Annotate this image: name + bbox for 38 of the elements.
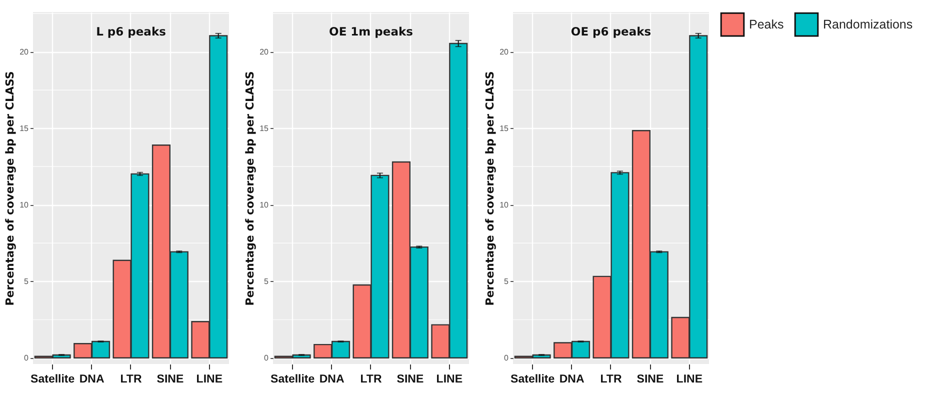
y-tick-label: 10 xyxy=(500,200,510,210)
text: OE 1m peaks xyxy=(329,24,414,38)
x-tick-label: Satellite xyxy=(510,374,555,386)
x-tick-label: DNA xyxy=(319,374,344,386)
x-tick-label: SINE xyxy=(396,374,424,386)
x-tick-label: LINE xyxy=(196,374,223,386)
x-tick-label: Satellite xyxy=(270,374,315,386)
x-tick-label: LTR xyxy=(120,374,142,386)
y-tick-label: 10 xyxy=(20,200,30,210)
y-tick-label: 20 xyxy=(20,47,30,56)
x-tick-label: SINE xyxy=(636,374,664,386)
y-axis-title: Percentage of coverage bp per CLASS xyxy=(244,71,257,306)
y-tick-label: 5 xyxy=(264,276,270,286)
y-tick-label: 0 xyxy=(24,353,30,362)
y-tick-label: 15 xyxy=(260,124,270,133)
legend-label: Randomizations xyxy=(823,18,913,32)
x-tick-label: LTR xyxy=(360,374,382,386)
y-axis-title: Percentage of coverage bp per CLASS xyxy=(4,71,17,306)
legend-label: Peaks xyxy=(749,18,784,32)
y-tick-label: 0 xyxy=(264,353,270,362)
y-axis-title: Percentage of coverage bp per CLASS xyxy=(484,71,497,306)
y-tick-label: 5 xyxy=(504,276,510,286)
y-tick-label: 20 xyxy=(260,47,270,56)
text: L p6 peaks xyxy=(96,24,166,38)
x-tick-label: DNA xyxy=(79,374,104,386)
y-tick-label: 0 xyxy=(504,353,510,362)
x-tick-label: DNA xyxy=(559,374,584,386)
y-tick-label: 10 xyxy=(260,200,270,210)
x-tick-label: LINE xyxy=(436,374,463,386)
x-tick-label: LINE xyxy=(676,374,703,386)
y-tick-label: 15 xyxy=(500,124,510,133)
x-tick-label: Satellite xyxy=(30,374,75,386)
x-tick-label: SINE xyxy=(156,374,184,386)
y-tick-label: 20 xyxy=(500,47,510,56)
text: OE p6 peaks xyxy=(570,24,652,38)
y-tick-label: 15 xyxy=(20,124,30,133)
y-tick-label: 5 xyxy=(24,276,30,286)
x-tick-label: LTR xyxy=(600,374,622,386)
